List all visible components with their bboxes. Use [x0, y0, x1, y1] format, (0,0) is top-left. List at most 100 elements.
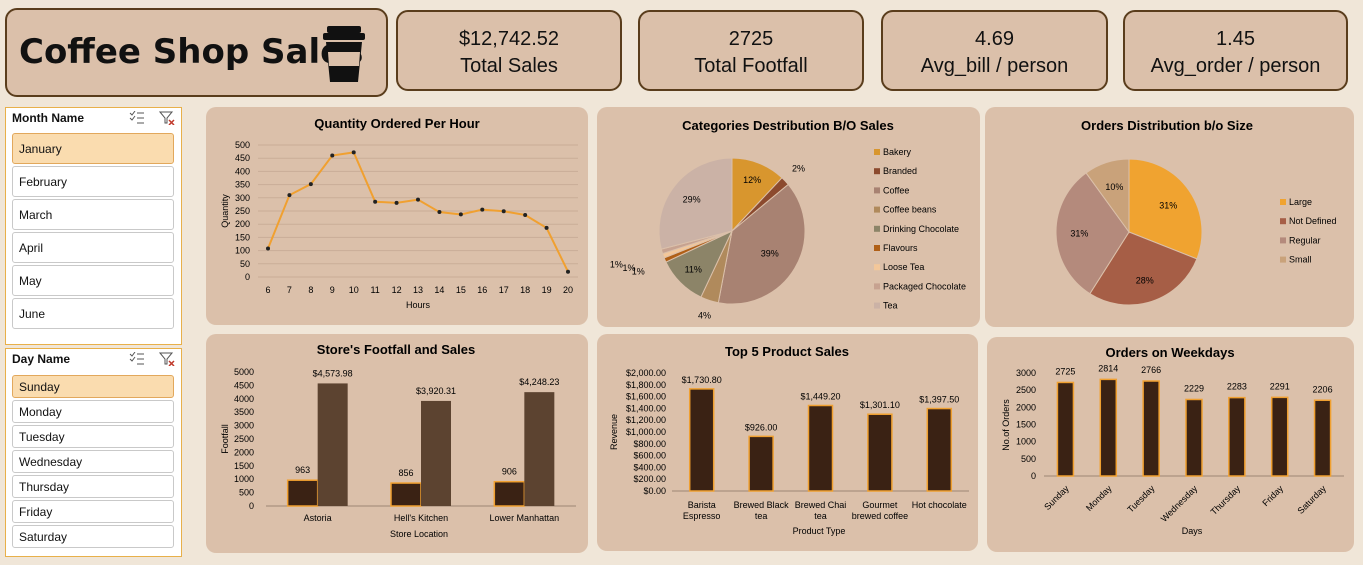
weekdays-chart-card: Orders on Weekdays 0 500 1000 1500 2000 2500 30…: [987, 337, 1354, 552]
legend-label: Drinking Chocolate: [883, 224, 959, 234]
day-slicer-item-tuesday[interactable]: Tuesday: [12, 425, 174, 448]
month-slicer-item-june[interactable]: June: [12, 298, 174, 329]
legend-label: Loose Tea: [883, 262, 924, 272]
categories-chart: Categories Destribution B/O Sales 12% 2% 39…: [610, 118, 966, 321]
x-tick-label: Tuesday: [1125, 483, 1157, 515]
x-tick-label: Hell's Kitchen: [394, 513, 448, 523]
day-slicer-item-sunday[interactable]: Sunday: [12, 375, 174, 398]
month-slicer: Month Name January February March April May J…: [5, 107, 182, 345]
legend-swatch: [874, 225, 880, 232]
kpi-value: $12,742.52: [458, 28, 560, 50]
kpi-value: 2725: [728, 28, 774, 50]
month-slicer-item-march[interactable]: March: [12, 199, 174, 230]
data-label: 2206: [1313, 384, 1333, 394]
y-axis-title: Revenue: [609, 414, 619, 450]
data-point: [544, 225, 549, 230]
chart-title: Orders Distribution b/o Size: [1081, 118, 1253, 133]
day-slicer-item-thursday[interactable]: Thursday: [12, 475, 174, 498]
y-tick-label: 1500: [1016, 420, 1036, 430]
legend-label: Coffee: [883, 185, 909, 195]
day-slicer-item-wednesday[interactable]: Wednesday: [12, 450, 174, 473]
x-tick-label: 12: [392, 285, 402, 295]
clear-filter-icon[interactable]: [159, 111, 175, 125]
chart-title: Categories Destribution B/O Sales: [682, 118, 894, 133]
data-label: 2229: [1184, 383, 1204, 393]
y-tick-label: 50: [240, 259, 250, 269]
x-axis-title: Days: [1182, 526, 1203, 536]
bar: [1313, 399, 1332, 477]
pie-data-label: 1%: [632, 267, 645, 277]
clear-filter-icon[interactable]: [159, 352, 175, 366]
bar-sales: [524, 392, 555, 506]
month-slicer-item-february[interactable]: February: [12, 166, 174, 197]
pie-data-label: 31%: [1159, 200, 1177, 210]
x-axis-title: Store Location: [390, 529, 448, 539]
pie-data-label: 29%: [683, 195, 701, 205]
x-tick-label: 7: [287, 285, 292, 295]
x-tick-label: 15: [456, 285, 466, 295]
month-slicer-item-april[interactable]: April: [12, 232, 174, 263]
x-tick-label: Gourmet: [862, 500, 898, 510]
pie-slice: [1055, 172, 1130, 295]
bar: [1228, 396, 1246, 477]
data-label: $1,730.80: [682, 375, 722, 385]
day-slicer-title: Day Name: [12, 352, 71, 366]
x-tick-label: 19: [542, 285, 552, 295]
pie-data-label: 12%: [743, 175, 761, 185]
y-tick-label: 2000: [1016, 402, 1036, 412]
x-tick-label: 18: [520, 285, 530, 295]
bar: [807, 404, 834, 492]
data-point: [501, 209, 506, 214]
x-tick-label: 11: [370, 285, 379, 295]
month-slicer-item-january[interactable]: January: [12, 133, 174, 164]
y-tick-label: 150: [235, 232, 250, 242]
y-tick-label: 400: [235, 166, 250, 176]
pie-data-label: 1%: [610, 260, 623, 270]
data-label: $1,301.10: [860, 400, 900, 410]
legend-swatch: [874, 187, 880, 194]
y-tick-label: $1,600.00: [626, 392, 666, 402]
data-point: [480, 207, 485, 212]
kpi-value: 4.69: [975, 28, 1014, 50]
legend-label: Packaged Chocolate: [883, 281, 966, 291]
x-tick-label: Monday: [1084, 483, 1114, 513]
pie-slice: [717, 183, 806, 305]
x-axis-title: Product Type: [793, 526, 846, 536]
bar: [1099, 378, 1118, 477]
multi-select-icon[interactable]: [129, 111, 145, 125]
categories-chart-card: Categories Destribution B/O Sales 12% 2% 39…: [597, 107, 980, 327]
kpi-avg-bill: 4.69 Avg_bill / person: [881, 10, 1108, 91]
month-slicer-item-may[interactable]: May: [12, 265, 174, 296]
y-tick-label: 2500: [234, 434, 254, 444]
pie-slice: [1089, 231, 1198, 306]
pie-data-label: 28%: [1136, 276, 1154, 286]
y-tick-label: 500: [1021, 454, 1036, 464]
bar-sales: [421, 400, 451, 506]
x-tick-label: Wednesday: [1159, 483, 1200, 524]
day-slicer-item-friday[interactable]: Friday: [12, 500, 174, 523]
multi-select-icon[interactable]: [129, 352, 145, 366]
bar: [1185, 398, 1203, 477]
month-slicer-header: Month Name: [6, 108, 181, 130]
y-axis-title: No.of Orders: [1001, 399, 1011, 451]
x-tick-label: 6: [265, 285, 270, 295]
y-tick-label: 2500: [1016, 385, 1036, 395]
y-tick-label: $600.00: [633, 451, 666, 461]
x-tick-label: 20: [563, 285, 573, 295]
legend-swatch: [874, 149, 880, 155]
day-slicer-item-saturday[interactable]: Saturday: [12, 525, 174, 548]
x-axis-title: Hours: [406, 300, 431, 310]
y-tick-label: 350: [235, 180, 250, 190]
y-tick-label: 500: [235, 140, 250, 150]
day-slicer-item-monday[interactable]: Monday: [12, 400, 174, 423]
pie-data-label: 31%: [1070, 229, 1088, 239]
bar: [748, 435, 774, 492]
data-label-sales: $3,920.31: [416, 386, 456, 396]
pie-data-label: 4%: [698, 311, 711, 321]
x-tick-label: 10: [349, 285, 359, 295]
y-tick-label: 4500: [234, 380, 254, 390]
kpi-total-sales: $12,742.52 Total Sales: [396, 10, 622, 91]
pie-slice: [1128, 158, 1203, 260]
sizes-chart-card: Orders Distribution b/o Size 31% 28% 31% 10%…: [985, 107, 1354, 327]
x-tick-label: Barista: [688, 500, 716, 510]
